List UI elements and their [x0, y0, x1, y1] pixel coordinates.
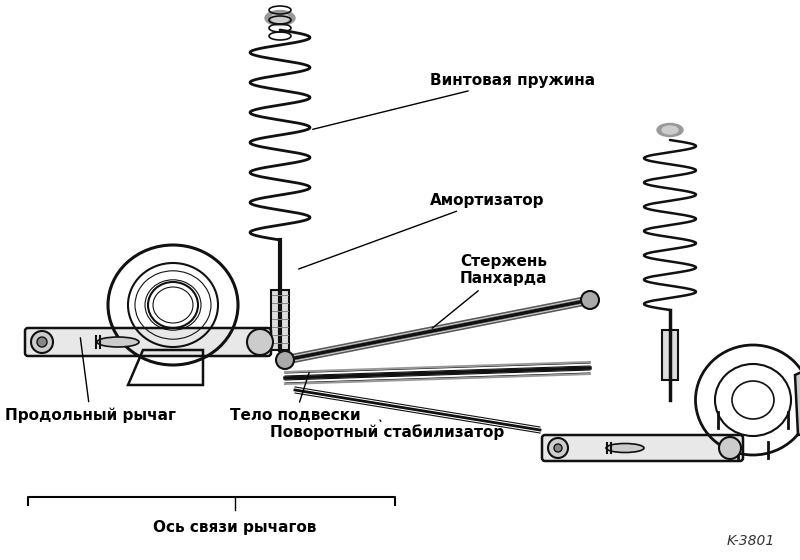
FancyBboxPatch shape	[542, 435, 743, 461]
Polygon shape	[795, 360, 800, 435]
Circle shape	[581, 291, 599, 309]
Text: Продольный рычаг: Продольный рычаг	[5, 338, 176, 423]
Text: Тело подвески: Тело подвески	[230, 372, 361, 422]
Text: Амортизатор: Амортизатор	[298, 193, 545, 269]
Text: Ось связи рычагов: Ось связи рычагов	[154, 520, 317, 535]
Circle shape	[554, 444, 562, 452]
Text: Стержень
Панхарда: Стержень Панхарда	[432, 254, 547, 328]
FancyBboxPatch shape	[662, 330, 678, 380]
Ellipse shape	[271, 13, 289, 22]
FancyBboxPatch shape	[271, 290, 289, 350]
Circle shape	[719, 437, 741, 459]
Text: Поворотный стабилизатор: Поворотный стабилизатор	[270, 420, 504, 440]
Ellipse shape	[657, 124, 683, 137]
FancyBboxPatch shape	[25, 328, 271, 356]
Text: K-3801: K-3801	[726, 534, 775, 548]
Circle shape	[31, 331, 53, 353]
Circle shape	[37, 337, 47, 347]
Text: Винтовая пружина: Винтовая пружина	[313, 72, 595, 129]
Ellipse shape	[265, 11, 295, 26]
Circle shape	[548, 438, 568, 458]
Circle shape	[247, 329, 273, 355]
Circle shape	[276, 351, 294, 369]
Ellipse shape	[662, 126, 678, 134]
Ellipse shape	[97, 337, 139, 347]
Ellipse shape	[606, 444, 644, 452]
